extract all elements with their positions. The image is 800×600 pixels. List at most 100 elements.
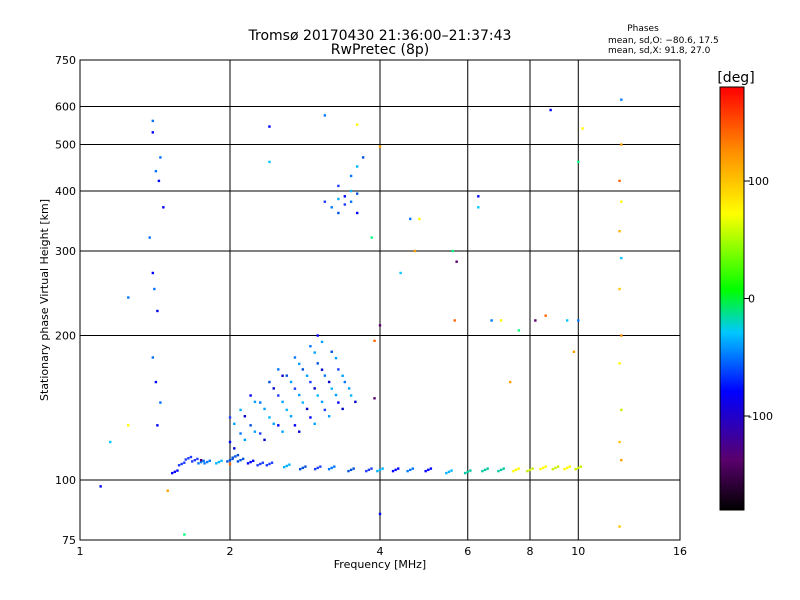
scatter-point [577,160,580,164]
upper-echo-point [355,192,359,195]
f-layer-point [289,415,293,418]
scatter-point [323,114,327,117]
o-trace-point [541,466,545,470]
colorbar-tick-label: -100 [748,410,773,423]
y-axis-label: Stationary phase Virtual Height [km] [38,199,51,401]
colorbar-ticks: 100 0 -100 [744,175,773,423]
f-layer-point [320,340,324,344]
f-layer-point [327,415,331,418]
scatter-point [127,296,130,299]
column-point [618,362,621,365]
upper-echo-point [337,197,340,201]
o-trace-point [183,461,186,464]
o-trace-point [406,469,409,473]
o-trace-point [574,467,577,471]
o-trace-point [189,455,193,459]
column-point [154,169,158,173]
f-layer-point [253,400,257,404]
x-tick-labels: 1 2 4 6 8 10 16 [77,545,688,558]
f-layer-point [263,438,266,442]
o-trace-point [565,466,569,470]
o-trace-point [173,470,177,474]
f-layer-point [253,430,257,433]
upper-echo-point [349,174,353,178]
f-layer-point [268,416,271,419]
column-point [618,179,621,183]
o-trace-point [481,469,484,473]
o-trace-point [285,464,288,468]
f-layer-point [316,334,319,337]
scatter-point [127,424,130,427]
f-layer-point [309,345,312,348]
o-trace-point [193,458,197,462]
o-trace-point [208,459,211,463]
f-layer-point [277,424,280,427]
o-trace-point [249,460,252,464]
scatter-point [544,314,547,317]
o-trace-point [319,465,322,468]
o-trace-point [171,471,174,475]
o-trace-point [228,458,232,462]
upper-echo-point [343,203,347,206]
o-trace-point [259,462,262,466]
o-trace-point [234,455,237,458]
f-layer-point [323,374,327,377]
o-trace-point [397,467,400,470]
o-trace-point [381,467,384,470]
f-layer-point [320,368,324,371]
scatter-point [373,339,376,343]
o-trace-point [236,460,240,463]
f-layer-point [320,400,324,404]
x-tick-label: 2 [227,545,234,558]
o-trace-point [187,457,190,460]
y-tick-label: 75 [62,534,76,547]
f-layer-point [301,401,305,404]
o-trace-point [427,468,430,472]
upper-echo-point [361,156,365,159]
f-layer-point [285,408,288,412]
scatter-point [418,217,421,221]
scatter-point [378,324,382,327]
o-trace-point [514,468,518,472]
f-layer-point [243,438,247,442]
x-tick-label: 6 [464,545,471,558]
y-tick-label: 200 [55,330,76,343]
f-layer-point [305,407,309,411]
o-trace-point [539,467,542,471]
o-trace-point [217,460,221,464]
x-tick-label: 16 [673,545,687,558]
o-trace-point [429,467,433,470]
f-layer-point [259,432,262,435]
f-layer-point [330,387,333,390]
column-point [620,98,623,101]
f-layer-point [263,407,266,411]
f-layer-point [289,380,293,384]
o-trace-point [411,467,415,470]
f-layer-point [285,374,288,377]
o-trace-point [197,462,200,465]
o-trace-point [313,467,317,471]
f-layer-point [334,393,338,397]
scatter-point [228,462,232,466]
upper-echo-point [349,189,353,193]
column-point [151,119,155,123]
o-trace-point [180,462,183,466]
o-trace-point [252,459,255,463]
o-trace-point [191,460,194,463]
column-point [618,525,621,528]
o-trace-point [528,468,532,472]
column-point [154,380,158,384]
data-points [99,98,623,536]
o-trace-point [445,471,448,475]
o-trace-point [301,466,305,470]
o-trace-point [463,471,467,475]
o-trace-point [330,466,333,470]
o-trace-point [579,465,583,468]
f-layer-point [343,380,347,384]
scatter-point [453,319,456,322]
scatter-point [378,512,382,516]
f-layer-point [277,368,280,371]
upper-echo-point [330,206,333,209]
x-tick-label: 1 [77,545,84,558]
upper-echo-point [337,184,340,188]
